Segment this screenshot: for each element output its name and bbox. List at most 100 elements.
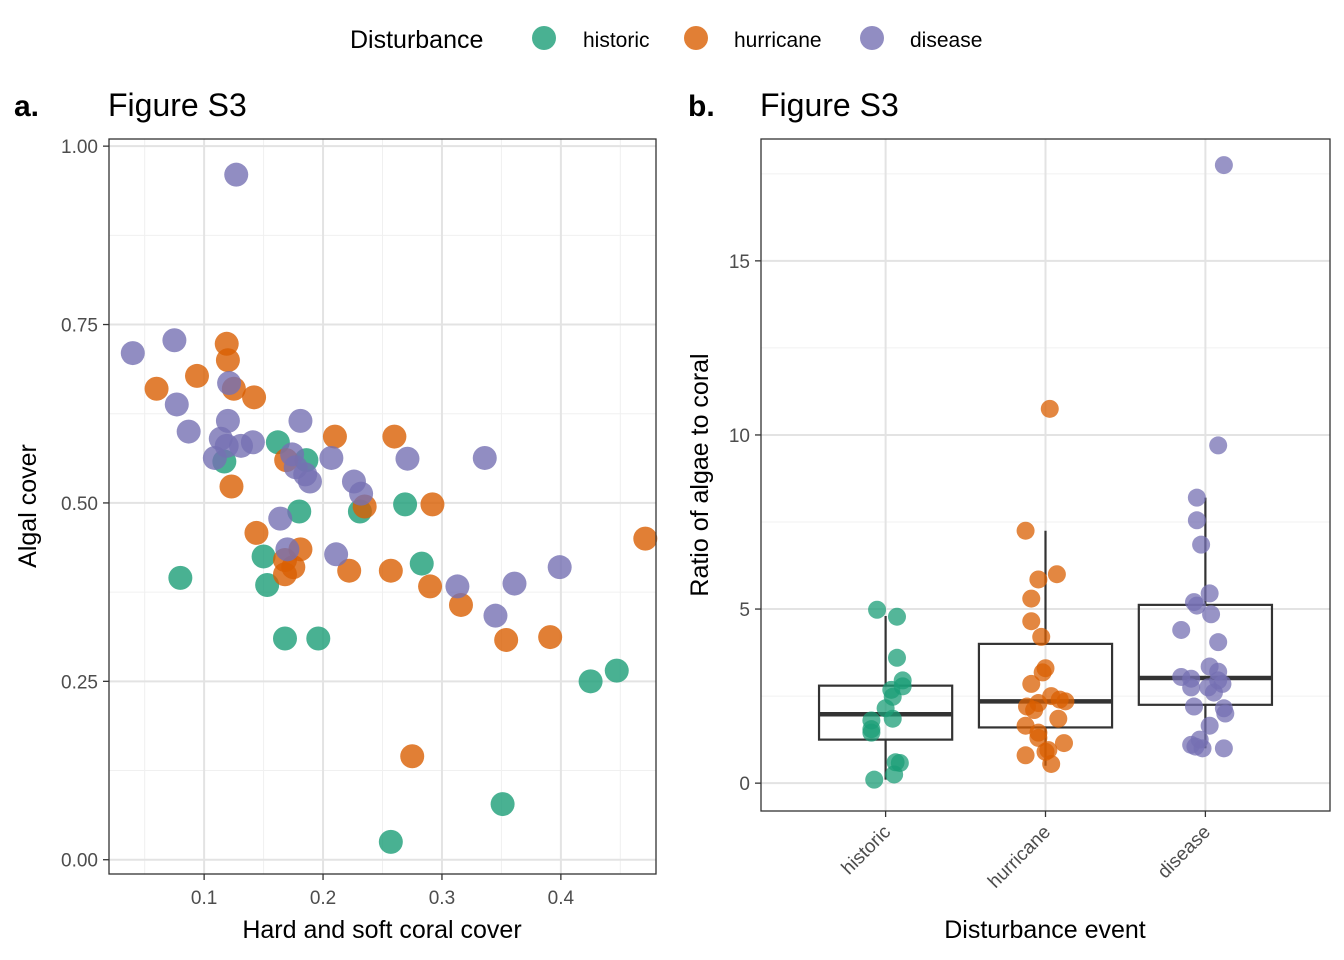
legend-title: Disturbance: [350, 26, 483, 54]
point-historic: [862, 723, 881, 742]
point-disease: [268, 506, 293, 531]
point-disease: [217, 371, 242, 396]
legend-label-historic: historic: [583, 29, 650, 52]
point-historic: [378, 829, 403, 854]
point-hurricane: [215, 348, 240, 373]
point-disease: [349, 481, 374, 506]
point-hurricane: [1029, 570, 1048, 589]
y-tick-label: 0.00: [61, 851, 98, 872]
x-tick-label: 0.1: [191, 888, 217, 909]
point-hurricane: [1033, 663, 1052, 682]
x-tick-label: 0.2: [310, 888, 336, 909]
point-hurricane: [400, 744, 425, 769]
point-historic: [868, 600, 887, 619]
panel-a-ylabel: Algal cover: [14, 444, 42, 568]
point-disease: [319, 445, 344, 470]
y-tick-label: 1.00: [61, 137, 98, 158]
legend-label-hurricane: hurricane: [734, 29, 822, 52]
point-hurricane: [1056, 692, 1075, 711]
panel-b-title: Figure S3: [760, 87, 899, 123]
point-historic: [287, 499, 312, 524]
point-disease: [502, 571, 527, 596]
point-historic: [272, 626, 297, 651]
panel-a: a. Figure S3 0.1 0.2 0.3 0.4 0.00 0.25 0.50 0.7…: [14, 87, 658, 944]
point-hurricane: [244, 520, 269, 545]
panel-b-ylabel: Ratio of algae to coral: [686, 353, 714, 596]
point-hurricane: [420, 492, 445, 517]
panel-b-xlabel: Disturbance event: [944, 916, 1146, 944]
point-hurricane: [1022, 589, 1041, 608]
panel-a-xlabel: Hard and soft coral cover: [242, 916, 521, 944]
point-disease: [164, 392, 189, 417]
point-hurricane: [144, 376, 169, 401]
y-tick-label: 10: [729, 426, 750, 447]
point-hurricane: [378, 558, 403, 583]
point-historic: [409, 551, 434, 576]
point-disease: [1182, 678, 1201, 697]
point-disease: [1204, 683, 1223, 702]
legend-item-historic: historic: [532, 26, 650, 52]
point-hurricane: [337, 558, 362, 583]
panel-b-tag: b.: [688, 90, 715, 123]
point-disease: [1200, 584, 1219, 603]
x-tick-label: 0.3: [429, 888, 455, 909]
point-hurricane: [1029, 728, 1048, 747]
point-hurricane: [382, 424, 407, 449]
point-disease: [1209, 436, 1228, 455]
panel-b-gridlines: [761, 139, 1330, 811]
point-hurricane: [633, 526, 658, 551]
point-hurricane: [1016, 521, 1035, 540]
point-disease: [240, 430, 265, 455]
point-disease: [324, 542, 349, 567]
point-disease: [176, 419, 201, 444]
point-hurricane: [1040, 399, 1059, 418]
point-historic: [604, 658, 629, 683]
point-historic: [306, 626, 331, 651]
x-tick-label-disease: disease: [1154, 822, 1215, 883]
point-hurricane: [1047, 565, 1066, 584]
point-disease: [1192, 535, 1211, 554]
point-hurricane: [448, 592, 473, 617]
point-disease: [1214, 156, 1233, 175]
panel-a-gridlines: [109, 139, 656, 874]
point-hurricane: [1054, 734, 1073, 753]
point-disease: [472, 445, 497, 470]
point-disease: [1186, 737, 1205, 756]
point-hurricane: [1049, 709, 1068, 728]
legend-label-disease: disease: [910, 29, 982, 52]
y-tick-label: 15: [729, 252, 750, 273]
point-disease: [1202, 605, 1221, 624]
point-historic: [885, 765, 904, 784]
x-tick-label: 0.4: [548, 888, 575, 909]
point-hurricane: [538, 625, 563, 650]
point-disease: [547, 555, 572, 580]
point-historic: [883, 687, 902, 706]
point-disease: [1187, 488, 1206, 507]
point-disease: [120, 341, 145, 366]
point-disease: [1216, 704, 1235, 723]
point-disease: [1172, 620, 1191, 639]
panel-b: b. Figure S3 0 5 10 15 historic hurricane dise…: [686, 87, 1331, 944]
point-disease: [445, 574, 470, 599]
point-historic: [251, 544, 276, 569]
y-tick-label: 5: [739, 600, 750, 621]
point-historic: [865, 770, 884, 789]
point-disease: [162, 328, 187, 353]
point-historic: [887, 607, 906, 626]
point-historic: [578, 669, 603, 694]
legend-item-disease: disease: [860, 26, 982, 52]
point-historic: [883, 709, 902, 728]
y-tick-label: 0.25: [61, 672, 98, 693]
point-historic: [255, 572, 280, 597]
point-disease: [483, 603, 508, 628]
point-disease: [275, 537, 300, 562]
point-disease: [1185, 697, 1204, 716]
panel-b-points: [862, 156, 1235, 789]
point-disease: [224, 162, 249, 187]
point-hurricane: [1022, 612, 1041, 631]
legend-key-hurricane: [684, 26, 708, 50]
point-disease: [1209, 633, 1228, 652]
y-tick-label: 0.50: [61, 494, 98, 515]
point-hurricane: [1016, 746, 1035, 765]
